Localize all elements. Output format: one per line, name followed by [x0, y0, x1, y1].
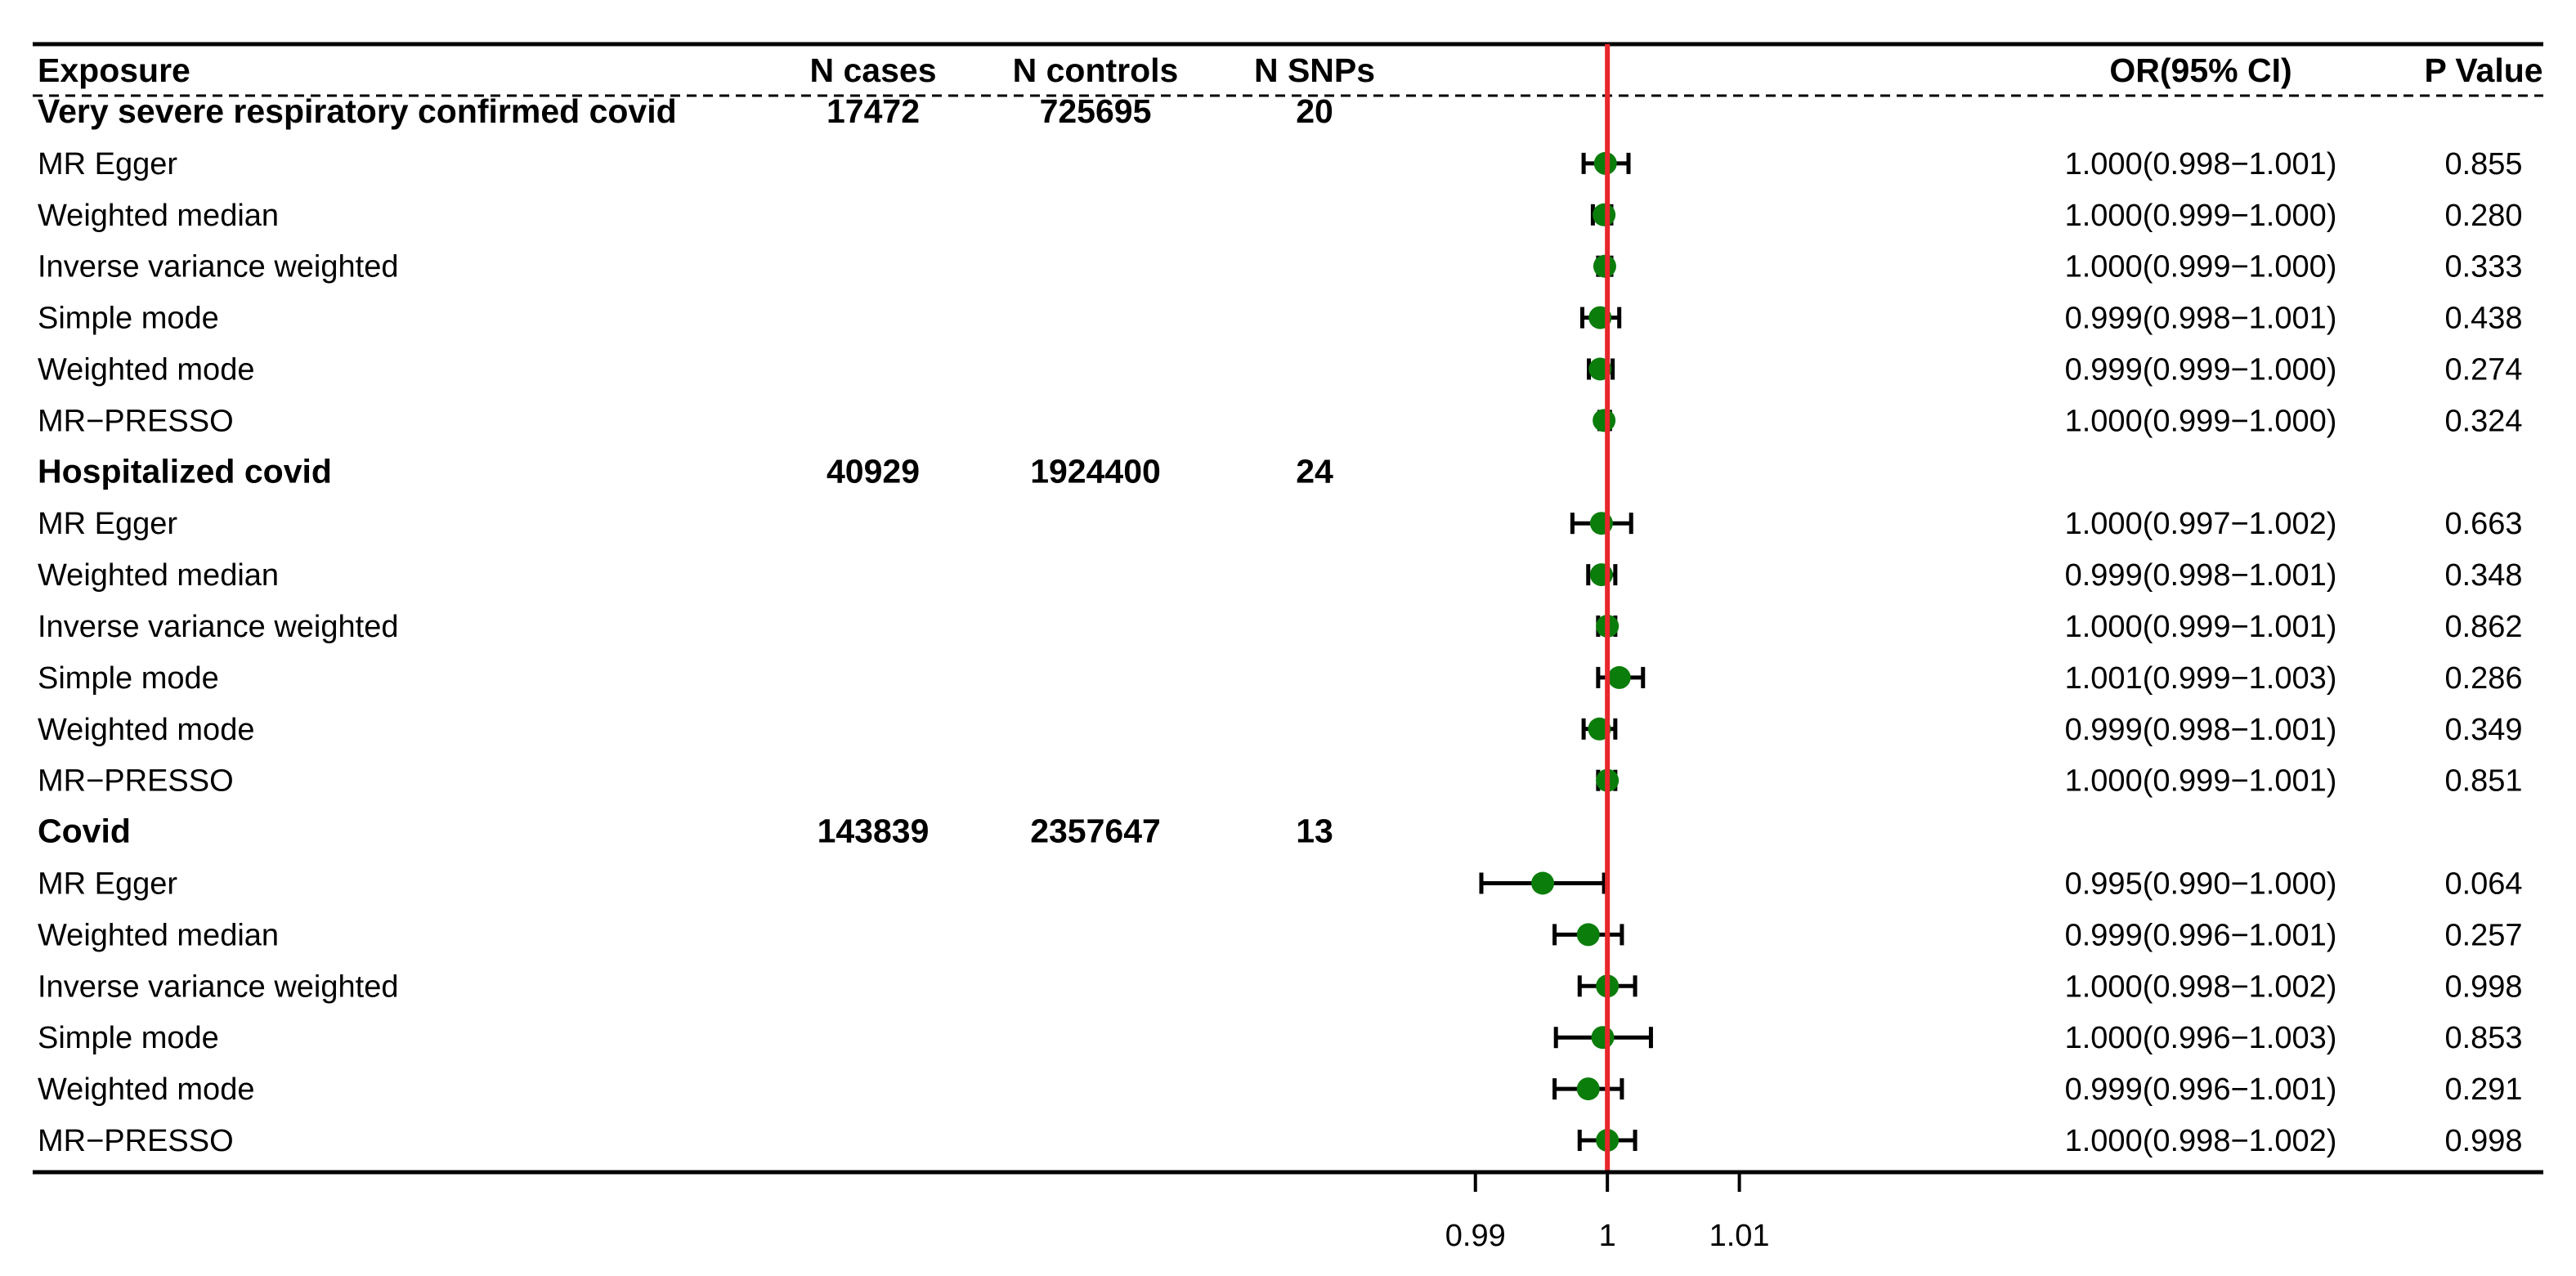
p-value: 0.348	[2444, 558, 2522, 593]
header-exposure: Exposure	[38, 51, 190, 89]
p-value: 0.851	[2444, 764, 2522, 799]
group-n-controls: 725695	[1040, 92, 1152, 130]
or-ci-value: 1.000(0.999−1.001)	[2065, 610, 2337, 644]
method-label: Weighted mode	[38, 1072, 254, 1107]
group-n-controls: 2357647	[1030, 813, 1161, 850]
group-n-snps: 20	[1296, 92, 1333, 130]
method-label: Weighted median	[38, 558, 279, 593]
p-value: 0.349	[2444, 713, 2522, 747]
group-n-cases: 17472	[827, 92, 920, 130]
method-label: MR−PRESSO	[38, 404, 234, 438]
p-value: 0.064	[2444, 867, 2522, 902]
or-ci-value: 0.999(0.996−1.001)	[2065, 918, 2337, 952]
p-value: 0.998	[2444, 969, 2522, 1004]
method-label: Inverse variance weighted	[38, 610, 398, 644]
p-value: 0.280	[2444, 199, 2522, 233]
group-n-cases: 143839	[818, 813, 930, 850]
p-value: 0.862	[2444, 610, 2522, 644]
p-value: 0.257	[2444, 918, 2522, 952]
or-point	[1576, 923, 1600, 947]
or-ci-value: 0.999(0.996−1.001)	[2065, 1072, 2337, 1107]
or-ci-value: 1.000(0.999−1.000)	[2065, 199, 2337, 233]
p-value: 0.853	[2444, 1021, 2522, 1055]
method-label: Inverse variance weighted	[38, 969, 398, 1004]
group-exposure-label: Covid	[38, 813, 131, 850]
method-label: Weighted median	[38, 918, 279, 952]
or-ci-value: 0.999(0.999−1.000)	[2065, 353, 2337, 387]
p-value: 0.324	[2444, 404, 2522, 438]
or-point	[1531, 871, 1555, 895]
header-n-snps: N SNPs	[1254, 51, 1375, 89]
p-value: 0.286	[2444, 661, 2522, 696]
p-value: 0.663	[2444, 507, 2522, 541]
method-label: MR−PRESSO	[38, 764, 234, 799]
header-p-value: P Value	[2424, 51, 2542, 89]
method-label: Weighted median	[38, 199, 279, 233]
header-or-ci: OR(95% CI)	[2109, 51, 2292, 89]
or-point	[1607, 665, 1631, 689]
or-ci-value: 1.001(0.999−1.003)	[2065, 661, 2337, 696]
method-label: Inverse variance weighted	[38, 250, 398, 284]
or-point	[1593, 254, 1616, 278]
x-tick-label: 1	[1599, 1219, 1616, 1253]
group-n-cases: 40929	[827, 452, 920, 490]
or-ci-value: 0.999(0.998−1.001)	[2065, 558, 2337, 593]
p-value: 0.998	[2444, 1124, 2522, 1158]
p-value: 0.438	[2444, 302, 2522, 336]
method-label: MR Egger	[38, 507, 177, 541]
group-n-snps: 24	[1296, 452, 1333, 490]
or-ci-value: 1.000(0.996−1.003)	[2065, 1021, 2337, 1055]
group-n-controls: 1924400	[1030, 452, 1161, 490]
p-value: 0.274	[2444, 353, 2522, 387]
method-label: MR Egger	[38, 867, 177, 902]
or-point	[1593, 203, 1616, 226]
group-n-snps: 13	[1296, 813, 1333, 850]
p-value: 0.291	[2444, 1072, 2522, 1107]
or-ci-value: 1.000(0.999−1.000)	[2065, 404, 2337, 438]
method-label: Simple mode	[38, 661, 219, 696]
or-point	[1593, 409, 1616, 432]
or-ci-value: 0.999(0.998−1.001)	[2065, 302, 2337, 336]
or-ci-value: 1.000(0.998−1.002)	[2065, 1124, 2337, 1158]
p-value: 0.855	[2444, 147, 2522, 181]
method-label: Weighted mode	[38, 713, 254, 747]
or-ci-value: 0.995(0.990−1.000)	[2065, 867, 2337, 902]
group-exposure-label: Very severe respiratory confirmed covid	[38, 92, 677, 130]
header-n-controls: N controls	[1013, 51, 1179, 89]
or-ci-value: 1.000(0.997−1.002)	[2065, 507, 2337, 541]
or-point	[1591, 1026, 1615, 1050]
x-tick-label: 1.01	[1709, 1219, 1770, 1253]
or-ci-value: 1.000(0.998−1.001)	[2065, 147, 2337, 181]
method-label: MR Egger	[38, 147, 177, 181]
or-ci-value: 1.000(0.998−1.002)	[2065, 969, 2337, 1004]
or-ci-value: 0.999(0.998−1.001)	[2065, 713, 2337, 747]
method-label: MR−PRESSO	[38, 1124, 234, 1158]
method-label: Simple mode	[38, 302, 219, 336]
or-point	[1576, 1077, 1600, 1101]
x-tick-label: 0.99	[1445, 1219, 1506, 1253]
method-label: Weighted mode	[38, 353, 254, 387]
or-ci-value: 1.000(0.999−1.000)	[2065, 250, 2337, 284]
method-label: Simple mode	[38, 1021, 219, 1055]
header-n-cases: N cases	[809, 51, 936, 89]
group-exposure-label: Hospitalized covid	[38, 452, 332, 490]
p-value: 0.333	[2444, 250, 2522, 284]
or-ci-value: 1.000(0.999−1.001)	[2065, 764, 2337, 799]
